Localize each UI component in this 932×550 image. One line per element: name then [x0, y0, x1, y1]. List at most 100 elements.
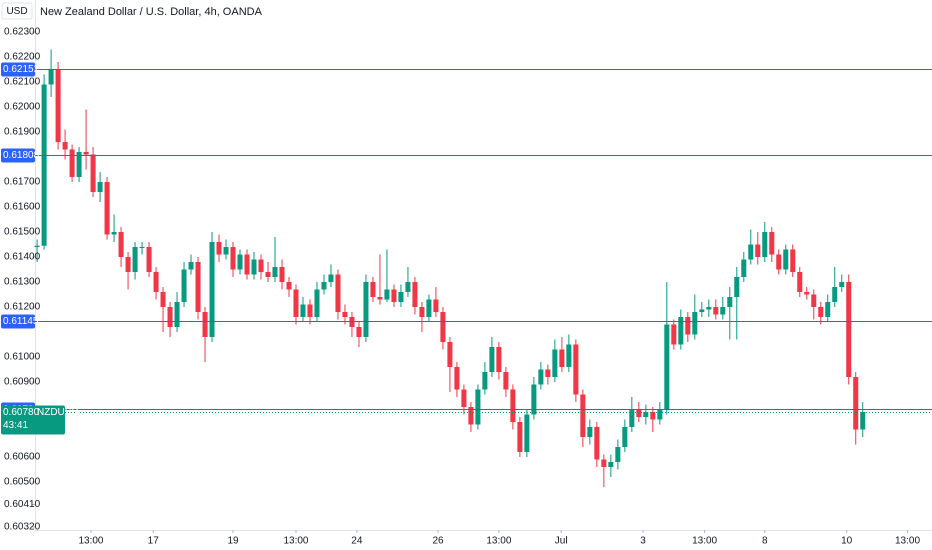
- candle-body: [727, 297, 733, 307]
- candle-body: [265, 272, 271, 277]
- candle-body: [601, 459, 607, 467]
- candle-body: [608, 462, 614, 467]
- y-tick-label: 0.60900: [4, 377, 41, 388]
- current-price-label: 0.60780: [3, 407, 40, 418]
- candle-body: [279, 267, 285, 282]
- candle-body: [370, 282, 376, 297]
- x-tick-label: 24: [351, 536, 363, 547]
- y-tick-label: 0.61500: [4, 227, 41, 238]
- y-tick-label: 0.62100: [4, 77, 41, 88]
- candle-body: [391, 289, 397, 302]
- candle-body: [90, 154, 96, 192]
- candle-body: [482, 372, 488, 390]
- candle-body: [832, 287, 838, 302]
- level-label-box: [1, 314, 35, 329]
- level-label: 0.61145: [3, 316, 39, 327]
- candle-body: [566, 344, 572, 367]
- candle-body: [853, 377, 859, 430]
- candle-body: [559, 349, 565, 367]
- candle-body: [440, 312, 446, 342]
- candle-body: [111, 232, 117, 235]
- candle-body: [454, 367, 460, 390]
- y-tick-label: 0.62300: [4, 27, 41, 38]
- candle-body: [146, 247, 152, 272]
- candle-body: [398, 292, 404, 302]
- candle-body: [97, 182, 103, 192]
- candle-body: [706, 307, 712, 310]
- countdown: 43:41: [3, 420, 28, 431]
- candle-body: [860, 412, 866, 430]
- currency-box[interactable]: [1, 2, 33, 20]
- candle-body: [461, 389, 467, 407]
- candle-body: [524, 414, 530, 452]
- candle-body: [272, 267, 278, 277]
- x-tick-label: 3: [640, 536, 646, 547]
- candle-body: [300, 304, 306, 317]
- current-price-symbol: NZDUSD: [37, 407, 79, 418]
- candle-body: [321, 282, 327, 290]
- price-axis: 0.62300 0.62200 0.62100 0.62000 0.61900 0.617…: [1, 27, 920, 547]
- candle-body: [811, 294, 817, 307]
- candle-body: [384, 289, 390, 300]
- level-label-box: [1, 148, 35, 163]
- candle-body: [125, 257, 131, 272]
- candle-body: [412, 282, 418, 307]
- candle-body: [468, 407, 474, 425]
- candle-body: [433, 299, 439, 312]
- y-tick-label: 0.61300: [4, 277, 41, 288]
- y-tick-label: 0.61900: [4, 127, 41, 138]
- candle-body: [34, 245, 40, 247]
- candle-body: [153, 272, 159, 292]
- candle-body: [174, 302, 180, 327]
- y-tick-label: 0.60320: [4, 522, 41, 533]
- candle-body: [104, 182, 110, 235]
- candle-body: [230, 247, 236, 270]
- candle-body: [629, 409, 635, 427]
- candle-body: [195, 262, 201, 312]
- y-tick-label: 0.62000: [4, 102, 41, 113]
- level-label: 0.61808: [3, 150, 40, 161]
- candle-body: [48, 69, 54, 85]
- candle-body: [216, 242, 222, 255]
- candle-body: [804, 292, 810, 295]
- candle-body: [545, 369, 551, 377]
- candle-body: [209, 242, 215, 337]
- x-tick-label: 8: [762, 536, 768, 547]
- x-tick-label: 13:00: [283, 536, 308, 547]
- y-tick-label: 0.61600: [4, 202, 41, 213]
- candle-body: [69, 149, 75, 177]
- candle-body: [496, 347, 502, 372]
- candle-body: [755, 244, 761, 257]
- candle-body: [363, 282, 369, 337]
- candle-body: [636, 409, 642, 417]
- candle-body: [307, 304, 313, 317]
- chart-title: New Zealand Dollar / U.S. Dollar, 4h, OA…: [40, 6, 263, 18]
- candle-body: [594, 427, 600, 460]
- x-tick-label: 26: [432, 536, 444, 547]
- candle-body: [685, 317, 691, 335]
- candle-body: [447, 342, 453, 367]
- candle-body: [132, 247, 138, 272]
- candle-body: [76, 152, 82, 177]
- candle-body: [426, 299, 432, 317]
- candle-body: [510, 389, 516, 422]
- candle-body: [699, 309, 705, 312]
- candle-body: [692, 312, 698, 335]
- candle-body: [55, 69, 61, 142]
- candle-body: [713, 307, 719, 315]
- y-tick-label: 0.62200: [4, 52, 41, 63]
- y-tick-label: 0.60600: [4, 452, 41, 463]
- y-tick-label: 0.61700: [4, 177, 41, 188]
- candle-body: [839, 282, 845, 287]
- candle-body: [818, 307, 824, 317]
- candle-body: [615, 447, 621, 462]
- y-tick-label: 0.61200: [4, 302, 41, 313]
- candle-body: [223, 247, 229, 255]
- candle-body: [328, 274, 334, 282]
- candle-body: [286, 282, 292, 290]
- candle-body: [419, 307, 425, 317]
- candle-body: [783, 249, 789, 270]
- candle-body: [776, 254, 782, 270]
